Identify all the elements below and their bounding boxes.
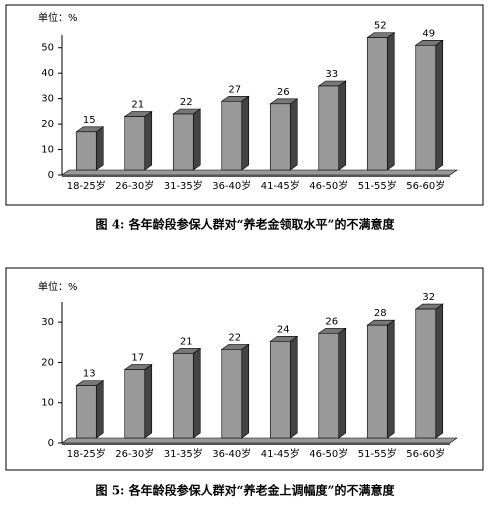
x-tick-label: 51-55岁 <box>358 179 397 192</box>
floor-edge <box>62 175 450 177</box>
unit-label: 单位：% <box>38 11 78 24</box>
bar-side <box>241 95 250 171</box>
data-label: 28 <box>374 308 387 319</box>
x-tick-label: 36-40岁 <box>212 179 251 192</box>
bar <box>124 116 146 171</box>
data-label: 21 <box>180 336 193 347</box>
bar <box>415 44 437 171</box>
unit-label: 单位：% <box>38 280 78 293</box>
bar-side <box>144 110 153 171</box>
y-tick-label: 20 <box>41 119 54 130</box>
y-tick-label: 40 <box>41 68 54 79</box>
bar-side <box>192 108 201 171</box>
x-tick-label: 31-35岁 <box>164 179 203 192</box>
bar-side <box>338 327 347 439</box>
bar-side <box>144 363 153 439</box>
bar <box>124 369 146 439</box>
bar-side <box>289 98 298 171</box>
data-label: 21 <box>131 100 144 111</box>
bar <box>269 341 291 439</box>
bar <box>75 131 97 171</box>
data-label: 33 <box>325 69 338 80</box>
data-label: 26 <box>325 316 338 327</box>
bar <box>318 85 340 171</box>
y-tick-label: 10 <box>41 145 54 156</box>
x-tick-label: 18-25岁 <box>67 179 106 192</box>
caption: 图 5: 各年龄段参保人群对“养老金上调幅度”的不满意度 <box>96 483 396 498</box>
data-label: 22 <box>180 97 193 108</box>
x-tick-label: 46-50岁 <box>309 447 348 460</box>
bar <box>415 308 437 439</box>
data-label: 17 <box>131 353 144 364</box>
bar-side <box>435 303 444 439</box>
y-tick-label: 50 <box>41 43 54 54</box>
data-label: 32 <box>422 292 435 303</box>
x-tick-label: 31-35岁 <box>164 447 203 460</box>
bar-side <box>192 347 201 439</box>
bar <box>172 353 194 439</box>
data-label: 49 <box>422 28 435 39</box>
x-tick-label: 56-60岁 <box>406 179 445 192</box>
data-label: 24 <box>277 324 290 335</box>
y-tick-label: 30 <box>41 317 54 328</box>
bar-side <box>386 319 395 439</box>
bar <box>269 103 291 171</box>
floor <box>61 437 458 444</box>
y-tick-label: 0 <box>48 170 54 181</box>
bar-side <box>95 126 104 171</box>
x-tick-label: 56-60岁 <box>406 447 445 460</box>
data-label: 22 <box>228 332 241 343</box>
bar <box>366 324 388 439</box>
x-tick-label: 41-45岁 <box>261 179 300 192</box>
bar <box>318 332 340 439</box>
bar <box>366 37 388 171</box>
floor <box>61 169 458 176</box>
x-tick-label: 18-25岁 <box>67 447 106 460</box>
data-label: 26 <box>277 87 290 98</box>
data-label: 27 <box>228 84 241 95</box>
bar-side <box>338 80 347 171</box>
bar <box>75 385 97 439</box>
data-label: 13 <box>83 369 96 380</box>
floor-edge <box>62 443 450 445</box>
caption: 图 4: 各年龄段参保人群对“养老金领取水平”的不满意度 <box>96 217 396 232</box>
x-tick-label: 26-30岁 <box>115 447 154 460</box>
x-tick-label: 51-55岁 <box>358 447 397 460</box>
y-tick-label: 20 <box>41 357 54 368</box>
bar <box>172 113 194 171</box>
data-label: 52 <box>374 21 387 32</box>
x-tick-label: 26-30岁 <box>115 179 154 192</box>
y-tick-label: 30 <box>41 94 54 105</box>
y-tick-label: 0 <box>48 438 54 449</box>
bar-side <box>435 39 444 171</box>
bar-side <box>289 335 298 439</box>
bar-side <box>386 32 395 171</box>
bar <box>221 349 243 439</box>
x-tick-label: 36-40岁 <box>212 447 251 460</box>
bar <box>221 100 243 171</box>
y-tick-label: 10 <box>41 398 54 409</box>
bar-side <box>241 343 250 439</box>
x-tick-label: 41-45岁 <box>261 447 300 460</box>
bar-side <box>95 380 104 439</box>
data-label: 15 <box>83 115 96 126</box>
x-tick-label: 46-50岁 <box>309 179 348 192</box>
